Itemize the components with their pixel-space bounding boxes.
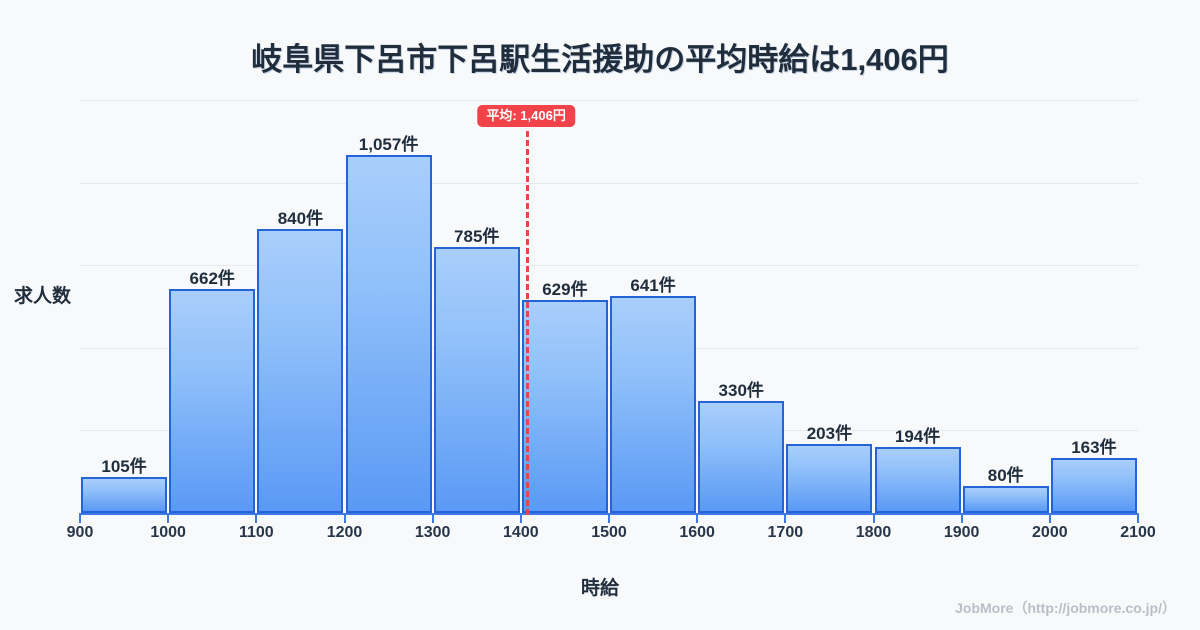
- x-axis-tick-label: 1700: [767, 524, 804, 541]
- average-line: [526, 131, 530, 515]
- x-axis-tick-label: 1900: [943, 524, 980, 541]
- bar-value-label: 80件: [987, 465, 1024, 485]
- x-axis-tick-label: 1400: [503, 524, 539, 541]
- x-axis-tick-label: 1800: [855, 524, 892, 541]
- x-axis-tick-label: 1300: [414, 524, 451, 541]
- bar-value-label: 1,057件: [358, 135, 419, 155]
- x-axis-tick-label: 2000: [1032, 524, 1068, 541]
- x-axis-tick-label: 2100: [1120, 524, 1156, 541]
- bar-value-label: 785件: [454, 227, 500, 247]
- x-axis-tick: [167, 513, 170, 523]
- x-axis-tick-label: 1100: [238, 524, 274, 541]
- bar[interactable]: [1050, 457, 1137, 513]
- bar[interactable]: [521, 300, 608, 513]
- bar[interactable]: [169, 288, 256, 513]
- bar[interactable]: [257, 228, 344, 513]
- x-axis-tick: [608, 513, 610, 523]
- bar[interactable]: [874, 447, 961, 513]
- bar-value-label: 163件: [1071, 437, 1117, 457]
- bar-value-label: 194件: [894, 427, 941, 447]
- bar-value-label: 641件: [630, 276, 676, 295]
- x-axis-tick: [960, 513, 963, 523]
- bar[interactable]: [433, 247, 520, 513]
- gridline: [80, 182, 1138, 184]
- x-axis-tick-label: 1200: [326, 524, 363, 541]
- x-axis-tick: [255, 513, 258, 523]
- gridline: [80, 430, 1138, 432]
- bar-value-label: 203件: [806, 424, 853, 444]
- bar-value-label: 662件: [189, 268, 235, 288]
- x-axis-tick-label: 1500: [591, 524, 627, 541]
- gridline: [80, 265, 1138, 267]
- bar[interactable]: [786, 444, 873, 513]
- bar[interactable]: [698, 401, 785, 513]
- bar[interactable]: [962, 485, 1049, 513]
- bar-value-label: 840件: [277, 208, 324, 228]
- plot-area: 105件 662件 840件 1,057件 785件 629件 641件 330件 203件 19…: [80, 100, 1138, 513]
- x-axis-tick-label: 1000: [150, 524, 186, 541]
- bar-value-label: 629件: [542, 280, 588, 300]
- x-axis-tick: [1048, 513, 1051, 523]
- x-axis-tick: [784, 513, 787, 523]
- x-axis-tick: [519, 513, 522, 523]
- x-axis-tick-label: 900: [66, 524, 94, 541]
- gridline: [80, 100, 1138, 101]
- x-axis-tick-label: 1600: [679, 524, 715, 541]
- x-axis-tick: [431, 513, 434, 523]
- bar[interactable]: [345, 155, 432, 513]
- bar[interactable]: [610, 296, 697, 513]
- x-axis-tick: [343, 513, 346, 523]
- bar-value-label: 105件: [101, 457, 147, 477]
- x-axis-tick: [1137, 513, 1139, 523]
- y-axis-title: 求人数: [14, 286, 72, 307]
- x-axis-title: 時給: [580, 578, 619, 599]
- x-axis-tick: [79, 513, 81, 523]
- average-badge: 平均: 1,406円: [477, 105, 575, 127]
- x-axis-tick: [696, 513, 699, 523]
- bar-value-label: 330件: [718, 381, 764, 401]
- bar[interactable]: [81, 477, 168, 513]
- watermark: JobMore（http://jobmore.co.jp/）: [955, 600, 1176, 616]
- chart-title: 岐阜県下呂市下呂駅生活援助の平均時給は1,406円: [251, 42, 949, 77]
- x-axis-tick: [872, 513, 875, 523]
- gridline: [80, 347, 1138, 349]
